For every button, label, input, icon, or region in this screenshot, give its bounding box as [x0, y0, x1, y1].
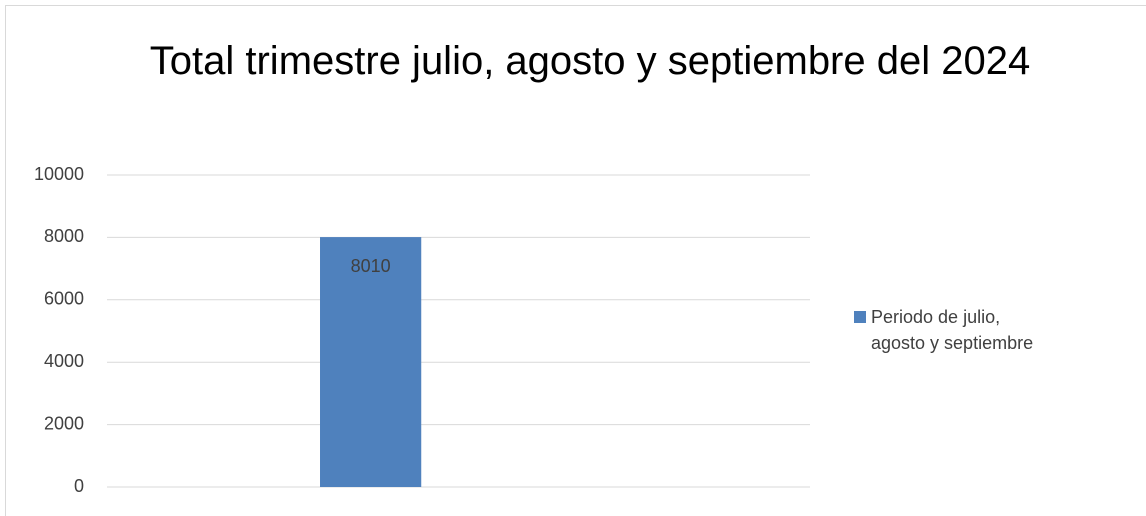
y-tick-label: 8000 — [44, 226, 84, 246]
legend-swatch — [854, 311, 866, 323]
chart-title: Total trimestre julio, agosto y septiemb… — [149, 39, 1031, 83]
y-tick-label: 10000 — [34, 164, 84, 184]
y-tick-label: 2000 — [44, 413, 84, 433]
y-tick-label: 0 — [74, 476, 84, 496]
chart-border — [5, 5, 1146, 516]
data-label: 8010 — [351, 256, 391, 276]
bar — [320, 237, 422, 487]
legend: Periodo de julio, agosto y septiembre — [854, 304, 1054, 356]
y-tick-label: 4000 — [44, 351, 84, 371]
legend-label: Periodo de julio, agosto y septiembre — [871, 307, 1034, 353]
y-tick-label: 6000 — [44, 289, 84, 309]
